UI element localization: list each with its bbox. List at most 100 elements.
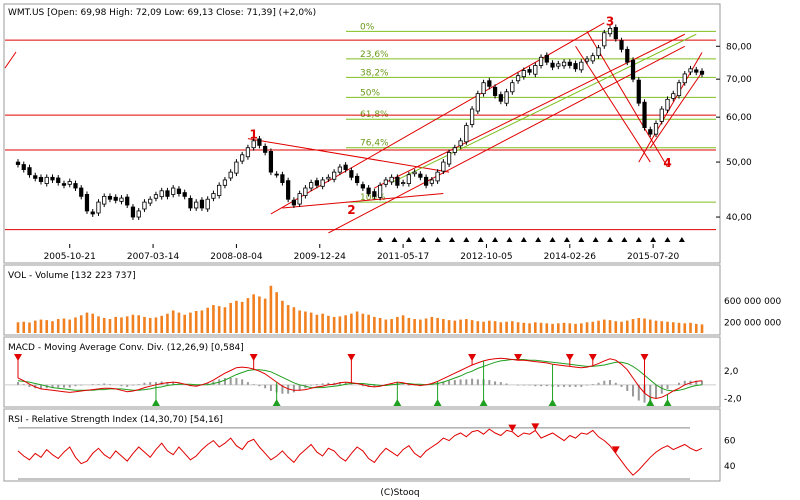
macd-histogram-bar — [373, 384, 376, 387]
price-candle — [682, 73, 687, 84]
price-panel — [3, 3, 721, 264]
macd-histogram-bar — [540, 384, 543, 387]
price-candle — [659, 108, 664, 122]
price-candle — [119, 197, 124, 202]
price-candle — [498, 94, 503, 102]
price-candle — [56, 177, 61, 184]
price-candle — [504, 91, 509, 104]
buy-signal-marker — [433, 399, 442, 406]
volume-bar — [240, 301, 244, 333]
price-candle — [492, 86, 498, 96]
price-candle — [314, 180, 320, 186]
volume-bar — [579, 323, 583, 333]
price-candle — [113, 196, 118, 201]
signal-marker — [621, 237, 628, 242]
macd-histogram-bar — [471, 378, 474, 385]
volume-bar — [344, 315, 347, 333]
price-candle — [625, 48, 630, 63]
price-candle — [602, 32, 607, 47]
volume-bar — [97, 316, 100, 333]
price-candle — [136, 210, 141, 218]
macd-histogram-bar — [701, 380, 703, 385]
date-tick-label: 2007-03-14 — [127, 252, 180, 262]
macd-histogram-bar — [442, 381, 445, 385]
macd-histogram-bar — [488, 380, 491, 385]
volume-bar — [148, 317, 152, 333]
volume-bar — [62, 318, 66, 333]
macd-histogram-bar — [97, 384, 100, 385]
price-candle — [475, 93, 480, 112]
volume-bar — [33, 320, 37, 333]
volume-bar — [459, 319, 462, 333]
macd-histogram-bar — [476, 379, 479, 385]
price-candle — [199, 199, 205, 209]
price-candle — [406, 174, 411, 184]
volume-bar — [252, 294, 255, 333]
volume-bar — [637, 317, 641, 333]
price-candle — [653, 122, 659, 135]
price-candle — [27, 167, 32, 176]
volume-bar — [183, 314, 186, 333]
rsi-panel — [3, 408, 721, 482]
volume-bar — [28, 322, 31, 333]
price-candle — [222, 179, 228, 186]
macd-histogram-bar — [632, 384, 635, 397]
price-candle — [228, 171, 233, 179]
signal-marker — [520, 237, 527, 242]
buy-signal-marker — [151, 399, 160, 406]
volume-bar — [694, 323, 698, 333]
price-candle — [607, 28, 613, 35]
price-candle — [423, 176, 429, 186]
volume-bar — [447, 320, 451, 333]
volume-bar — [189, 312, 192, 333]
date-tick-label: 2012-10-05 — [460, 252, 512, 262]
price-candle — [400, 182, 406, 185]
signal-marker — [592, 237, 599, 242]
price-candle — [573, 63, 578, 70]
signal-marker — [664, 237, 671, 242]
volume-bar — [620, 321, 623, 333]
volume-bar — [166, 313, 169, 333]
price-candle — [90, 211, 95, 215]
signal-marker — [578, 237, 585, 242]
volume-bar — [482, 321, 485, 333]
macd-histogram-bar — [166, 382, 169, 385]
macd-histogram-bar — [172, 382, 175, 385]
signal-marker — [463, 237, 470, 242]
rsi-panel-title: RSI - Relative Strength Index (14,30,70)… — [8, 415, 223, 425]
volume-bar — [666, 321, 669, 333]
volume-bar — [442, 319, 445, 333]
volume-bar — [338, 316, 342, 333]
macd-histogram-bar — [327, 382, 330, 385]
volume-bar — [488, 320, 491, 333]
price-y-tick-label: 70,00 — [726, 75, 752, 85]
macd-histogram-bar — [28, 384, 31, 387]
volume-bar — [574, 323, 577, 333]
volume-bar — [499, 322, 503, 333]
price-candle — [268, 151, 274, 173]
macd-y-tick-label: 2,0 — [724, 367, 739, 377]
volume-bar — [396, 316, 399, 333]
macd-line — [17, 357, 703, 400]
price-candle — [550, 62, 555, 68]
price-candle — [464, 125, 469, 143]
rsi-line — [17, 428, 703, 476]
volume-bar — [137, 315, 141, 333]
wave-count-label: 3 — [606, 15, 614, 29]
macd-histogram-bar — [252, 384, 255, 385]
price-candle — [527, 69, 532, 73]
volume-bar — [493, 321, 497, 333]
price-candle — [561, 61, 567, 67]
volume-bar — [332, 316, 336, 333]
price-candle — [688, 68, 693, 73]
volume-bar — [269, 285, 273, 333]
volume-bar — [683, 323, 687, 333]
volume-bar — [143, 316, 146, 333]
macd-histogram-bar — [51, 384, 54, 388]
volume-bar — [16, 322, 20, 333]
volume-bar — [281, 300, 284, 333]
price-candle — [579, 61, 584, 71]
price-candle — [107, 195, 113, 200]
rsi-overbought-marker — [531, 423, 540, 431]
volume-bar — [373, 316, 376, 333]
